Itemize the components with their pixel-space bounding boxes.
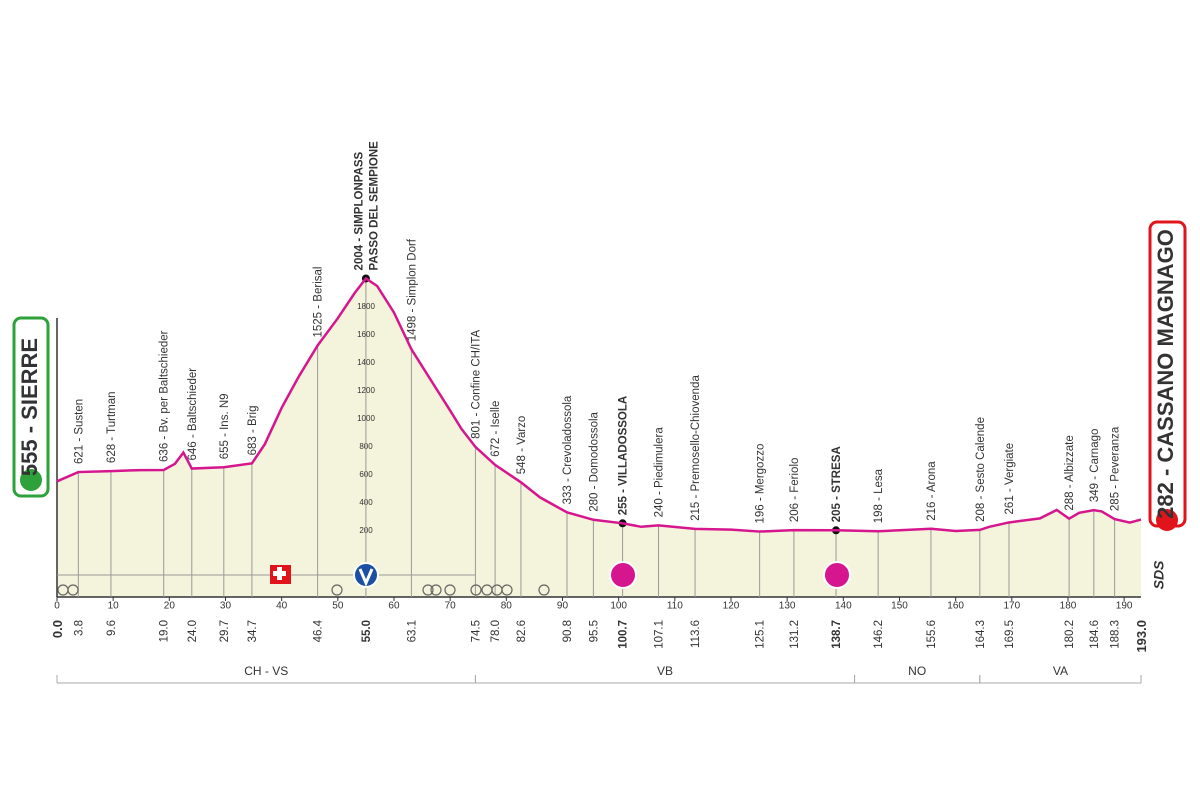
waypoint-label: 215 - Premosello-Chiovenda (690, 375, 702, 521)
region-label: VB (657, 664, 673, 678)
x-tick-label: 170 (1003, 601, 1020, 612)
waypoint-label: 655 - Ins. N9 (219, 393, 231, 459)
waypoint-label: 255 - VILLADOSSOLA (618, 396, 630, 516)
waypoint-label: 672 - Iselle (490, 401, 502, 457)
km-label: 3.8 (73, 620, 85, 636)
waypoint-label: 240 - Piedimulera (654, 427, 666, 518)
sprint-icon (609, 561, 637, 589)
km-label: 63.1 (406, 620, 418, 642)
waypoint-label: 2004 - SIMPLONPASS (353, 151, 365, 270)
waypoint-label: 288 - Albizzate (1064, 435, 1076, 510)
x-tick-label: 90 (557, 601, 569, 612)
region-label: VA (1053, 664, 1068, 678)
km-label: 164.3 (975, 620, 987, 649)
waypoint-label: 636 - Bv. per Baltschieder (159, 330, 171, 462)
waypoint-label: 646 - Baltschieder (187, 368, 199, 461)
km-label: 9.6 (106, 620, 118, 636)
waypoint-label: 285 - Peveranza (1110, 426, 1122, 511)
km-label: 180.2 (1064, 620, 1076, 649)
x-tick-label: 0 (54, 601, 60, 612)
start-box (12, 316, 50, 498)
icon-strip (57, 561, 851, 596)
km-label: 100.7 (618, 620, 630, 649)
km-label: 188.3 (1110, 620, 1122, 649)
waypoint-label: 205 - STRESA (831, 446, 843, 522)
km-label: 29.7 (219, 620, 231, 642)
x-tick-label: 10 (108, 601, 120, 612)
x-tick-label: 160 (947, 601, 964, 612)
waypoint-label: 621 - Susten (73, 399, 85, 464)
waypoint-label: 628 - Turtman (106, 391, 118, 463)
waypoint-label: 1525 - Berisal (313, 267, 325, 338)
km-label: 90.8 (562, 620, 574, 642)
km-label: 78.0 (490, 620, 502, 642)
start-icon (20, 469, 42, 491)
x-tick-label: 130 (779, 601, 796, 612)
km-label: 184.6 (1089, 620, 1101, 649)
km-label: 0.0 (50, 620, 65, 638)
x-tick-label: 100 (610, 601, 627, 612)
x-tick-label: 140 (835, 601, 852, 612)
start-label: 555 - SIERRE (17, 338, 42, 476)
finish-label: 282 - CASSANO MAGNAGO (1153, 229, 1178, 519)
x-tick-label: 50 (332, 601, 344, 612)
waypoint-label: 196 - Mergozzo (755, 444, 767, 524)
km-label: 113.6 (690, 620, 702, 648)
waypoint-label: 206 - Feriolo (789, 458, 801, 523)
finish-icon (1156, 509, 1178, 531)
waypoint-label: PASSO DEL SEMPIONE (368, 141, 380, 271)
waypoint-label: 548 - Varzo (516, 416, 528, 475)
waypoint-label: 216 - Arona (926, 461, 938, 521)
km-label: 138.7 (831, 620, 843, 649)
km-label: 24.0 (187, 620, 199, 642)
x-tick-label: 30 (220, 601, 232, 612)
x-tick-label: 70 (445, 601, 457, 612)
km-label: 19.0 (159, 620, 171, 642)
km-label: 131.2 (789, 620, 801, 649)
x-tick-label: 110 (667, 601, 683, 612)
km-label: 55.0 (361, 620, 373, 642)
x-tick-label: 190 (1116, 601, 1133, 612)
kom-v (358, 568, 374, 587)
km-label: 34.7 (247, 620, 259, 642)
profile-fill (57, 278, 1141, 597)
waypoint-label: 1498 - Simplon Dorf (406, 238, 418, 341)
waypoint-label: 333 - Crevoladossola (562, 395, 574, 504)
km-label: 146.2 (873, 620, 885, 649)
waypoint-label: 198 - Lesa (873, 468, 885, 523)
sprint-icon (823, 561, 851, 589)
km-label: 74.5 (470, 620, 482, 642)
swiss-cross (273, 567, 286, 580)
x-tick-label: 20 (164, 601, 176, 612)
profile-line (56, 276, 1142, 533)
km-label: 82.6 (516, 620, 528, 642)
km-label: 125.1 (755, 620, 767, 649)
waypoint-label: 280 - Domodossola (588, 411, 600, 511)
x-tick-label: 120 (723, 601, 740, 612)
km-label: 95.5 (588, 620, 600, 642)
km-label: 193.0 (1134, 620, 1149, 653)
km-label: 169.5 (1004, 620, 1016, 649)
x-tick-label: 180 (1060, 601, 1077, 612)
waypoint-label: 261 - Vergiate (1004, 443, 1016, 515)
km-label: 155.6 (926, 620, 938, 649)
x-tick-label: 60 (388, 601, 400, 612)
x-tick-label: 40 (276, 601, 288, 612)
region-label: NO (908, 664, 926, 678)
km-label: 46.4 (313, 619, 325, 642)
feed-icons (57, 584, 550, 596)
waypoint-label: 208 - Sesto Calende (975, 417, 987, 522)
waypoint-label: 349 - Carnago (1089, 429, 1101, 503)
region-label: CH - VS (244, 664, 288, 678)
waypoint-label: 683 - Brig (247, 406, 259, 456)
x-tick-label: 80 (501, 601, 513, 612)
km-label: 107.1 (654, 620, 666, 649)
waypoint-label: 801 - Confine CH/ITA (470, 329, 482, 438)
x-tick-label: 150 (891, 601, 908, 612)
logo: SDS (1151, 560, 1167, 589)
